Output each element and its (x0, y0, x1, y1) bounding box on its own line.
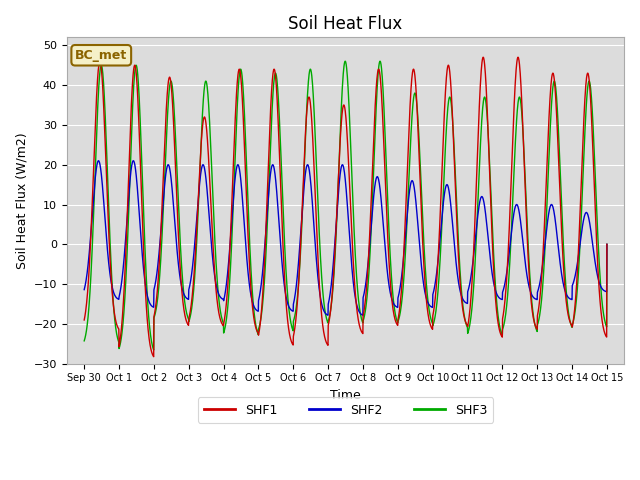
SHF2 (557, 268, 565, 274)
SHF3 (150, 347, 157, 353)
X-axis label: Time: Time (330, 389, 361, 402)
SHF3 (603, 241, 611, 247)
SHF1 (572, 295, 579, 301)
SHF2 (227, 240, 234, 245)
SHF2 (81, 287, 88, 292)
Line: SHF1: SHF1 (84, 57, 607, 357)
SHF3 (372, 110, 380, 116)
SHF3 (498, 331, 506, 336)
SHF1 (81, 317, 88, 323)
SHF1 (361, 304, 369, 310)
SHF3 (227, 270, 234, 276)
SHF1 (514, 54, 522, 60)
SHF2 (572, 270, 579, 276)
SHF2 (361, 287, 369, 293)
Title: Soil Heat Flux: Soil Heat Flux (289, 15, 403, 33)
SHF2 (498, 297, 506, 302)
SHF1 (227, 240, 234, 245)
SHF2 (603, 241, 611, 247)
SHF3 (361, 312, 369, 318)
SHF2 (372, 176, 380, 181)
SHF2 (359, 312, 367, 318)
SHF3 (572, 304, 579, 310)
SHF3 (81, 338, 88, 344)
Line: SHF2: SHF2 (84, 161, 607, 315)
Text: BC_met: BC_met (75, 49, 127, 62)
Line: SHF3: SHF3 (84, 61, 607, 350)
SHF3 (557, 191, 565, 197)
SHF2 (95, 158, 102, 164)
SHF1 (150, 354, 157, 360)
SHF1 (372, 90, 380, 96)
SHF1 (497, 333, 505, 338)
SHF3 (376, 59, 384, 64)
SHF1 (603, 241, 611, 247)
Y-axis label: Soil Heat Flux (W/m2): Soil Heat Flux (W/m2) (15, 132, 28, 269)
SHF1 (557, 218, 565, 224)
Legend: SHF1, SHF2, SHF3: SHF1, SHF2, SHF3 (198, 397, 493, 423)
